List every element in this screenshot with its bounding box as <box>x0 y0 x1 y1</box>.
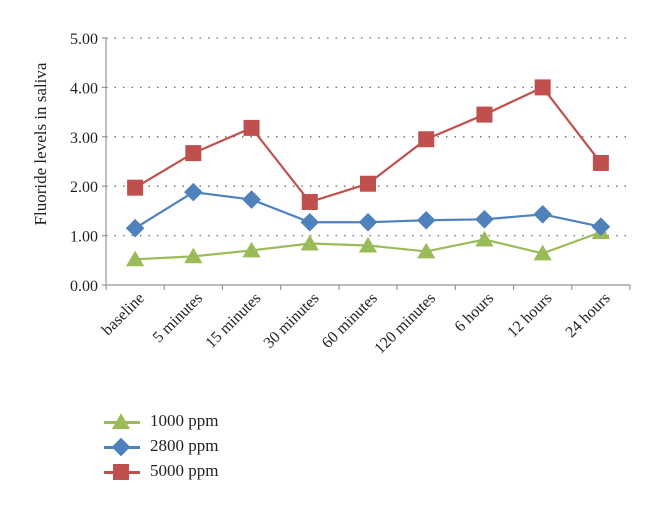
data-point-diamond <box>300 212 320 232</box>
data-point-triangle <box>184 247 203 264</box>
x-tick-label: 60 minutes <box>319 290 381 352</box>
data-point-triangle <box>533 244 552 261</box>
data-point-square <box>534 79 551 96</box>
data-point-diamond <box>416 210 436 230</box>
data-point-square <box>592 154 609 171</box>
legend-item: 5000 ppm <box>102 460 302 485</box>
series-1000-ppm <box>125 223 611 267</box>
data-point-square <box>113 464 129 480</box>
y-tick-labels: 0.00 1.00 2.00 3.00 4.00 5.00 <box>70 31 98 295</box>
legend-item: 1000 ppm <box>102 410 302 435</box>
data-point-diamond <box>475 209 494 229</box>
x-tick-label: baseline <box>99 290 148 339</box>
legend-triangle-icon <box>112 413 130 429</box>
legend-label: 2800 ppm <box>150 436 219 455</box>
data-point-square <box>360 175 376 192</box>
legend-diamond-icon <box>112 438 130 456</box>
axes <box>102 37 631 290</box>
data-point-square <box>127 179 144 196</box>
data-point-diamond <box>533 205 552 224</box>
y-tick-label: 5.00 <box>70 31 98 48</box>
data-point-diamond <box>358 212 378 232</box>
series-lines <box>125 79 611 267</box>
legend-square-icon <box>113 464 129 480</box>
legend-item: 2800 ppm <box>102 435 302 460</box>
data-point-square <box>185 145 202 162</box>
data-point-square <box>243 119 260 136</box>
series-2800-ppm <box>125 182 611 238</box>
x-tick-label: 12 hours <box>504 290 555 341</box>
data-point-triangle <box>112 413 130 429</box>
y-tick-label: 3.00 <box>70 130 98 147</box>
data-point-triangle <box>475 230 494 247</box>
y-tick-label: 4.00 <box>70 80 98 97</box>
series-5000-ppm <box>127 79 609 211</box>
x-tick-label: 15 minutes <box>202 290 264 352</box>
data-point-diamond <box>242 190 261 209</box>
legend-label: 5000 ppm <box>150 461 219 480</box>
data-point-triangle <box>242 241 261 258</box>
data-point-diamond <box>591 217 611 237</box>
legend: 1000 ppm 2800 ppm 5000 ppm <box>102 410 302 485</box>
legend-label: 1000 ppm <box>150 411 219 430</box>
x-tick-label: 5 minutes <box>150 290 206 346</box>
y-tick-label: 2.00 <box>70 179 98 196</box>
data-point-square <box>476 106 493 123</box>
x-tick-label: 120 minutes <box>371 290 439 358</box>
data-point-square <box>418 131 435 148</box>
data-point-triangle <box>300 234 319 251</box>
data-point-square <box>301 194 318 211</box>
data-point-triangle <box>358 236 378 253</box>
data-point-triangle <box>417 242 436 259</box>
data-point-diamond <box>184 182 203 202</box>
x-tick-label: 24 hours <box>562 290 613 341</box>
y-tick-label: 1.00 <box>70 229 98 246</box>
x-tick-label: 6 hours <box>452 290 498 336</box>
data-point-diamond <box>112 438 130 456</box>
y-axis-label: Fluoride levels in saliva <box>31 62 50 225</box>
grid-lines <box>106 37 630 237</box>
data-point-diamond <box>125 218 145 238</box>
data-point-triangle <box>125 250 145 267</box>
x-tick-label: 30 minutes <box>261 290 323 352</box>
y-tick-label: 0.00 <box>70 278 98 295</box>
